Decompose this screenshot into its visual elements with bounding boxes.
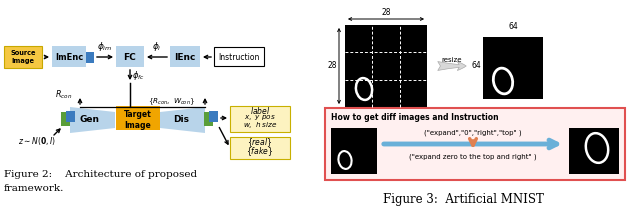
Text: Figure 2:    Architecture of proposed: Figure 2: Architecture of proposed [4,170,197,179]
Text: IEnc: IEnc [174,52,196,61]
Text: framework.: framework. [4,184,65,193]
Text: 28: 28 [328,61,337,71]
Bar [325,108,625,180]
Text: $R_{con}$: $R_{con}$ [55,89,72,101]
Text: Instruction: Instruction [218,52,260,61]
Text: How to get diff images and Instruction: How to get diff images and Instruction [331,113,499,122]
Polygon shape [70,107,115,133]
Text: ("expand","0","right","top" ): ("expand","0","right","top" ) [424,129,522,136]
Text: 64: 64 [471,61,481,71]
Text: $\phi_{im}$: $\phi_{im}$ [97,40,113,53]
Polygon shape [160,107,205,133]
Text: resize: resize [442,57,462,63]
Text: $\phi_{fc}$: $\phi_{fc}$ [132,69,145,81]
Bar [483,37,543,99]
Bar [52,46,86,67]
Text: $x,\ y\ pos$: $x,\ y\ pos$ [244,114,276,123]
Bar [569,128,619,174]
Text: Source
Image: Source Image [10,50,36,64]
Bar [209,111,218,122]
Text: $w,\ h\ size$: $w,\ h\ size$ [243,120,277,130]
Text: Target
Image: Target Image [124,110,152,130]
Text: 28: 28 [381,8,391,17]
Text: $\{fake\}$: $\{fake\}$ [246,146,274,158]
Text: ImEnc: ImEnc [55,52,83,61]
Bar [204,112,213,126]
Bar [86,52,94,63]
Text: Figure 3:  Artificial MNIST: Figure 3: Artificial MNIST [383,193,543,206]
Text: $z\sim N(\mathbf{0},I)$: $z\sim N(\mathbf{0},I)$ [18,135,56,147]
Bar [66,111,75,122]
Text: $\{R_{con},\ W_{con}\}$: $\{R_{con},\ W_{con}\}$ [148,97,195,107]
Bar [230,106,290,132]
Text: FC: FC [124,52,136,61]
Bar [116,46,144,67]
Bar [170,46,200,67]
Text: 64: 64 [508,22,518,31]
Bar [214,47,264,66]
Bar [4,46,42,68]
Bar [230,137,290,159]
Text: Gen: Gen [79,115,99,124]
Text: Dis: Dis [173,115,189,124]
Text: $\phi_i$: $\phi_i$ [152,40,162,53]
Bar [345,25,427,107]
Bar [331,128,377,174]
Text: $label$: $label$ [250,106,270,117]
Text: ("expand zero to the top and right" ): ("expand zero to the top and right" ) [409,154,537,161]
Bar [116,106,160,130]
Bar [61,112,70,126]
Text: $\{real\}$: $\{real\}$ [247,137,273,149]
